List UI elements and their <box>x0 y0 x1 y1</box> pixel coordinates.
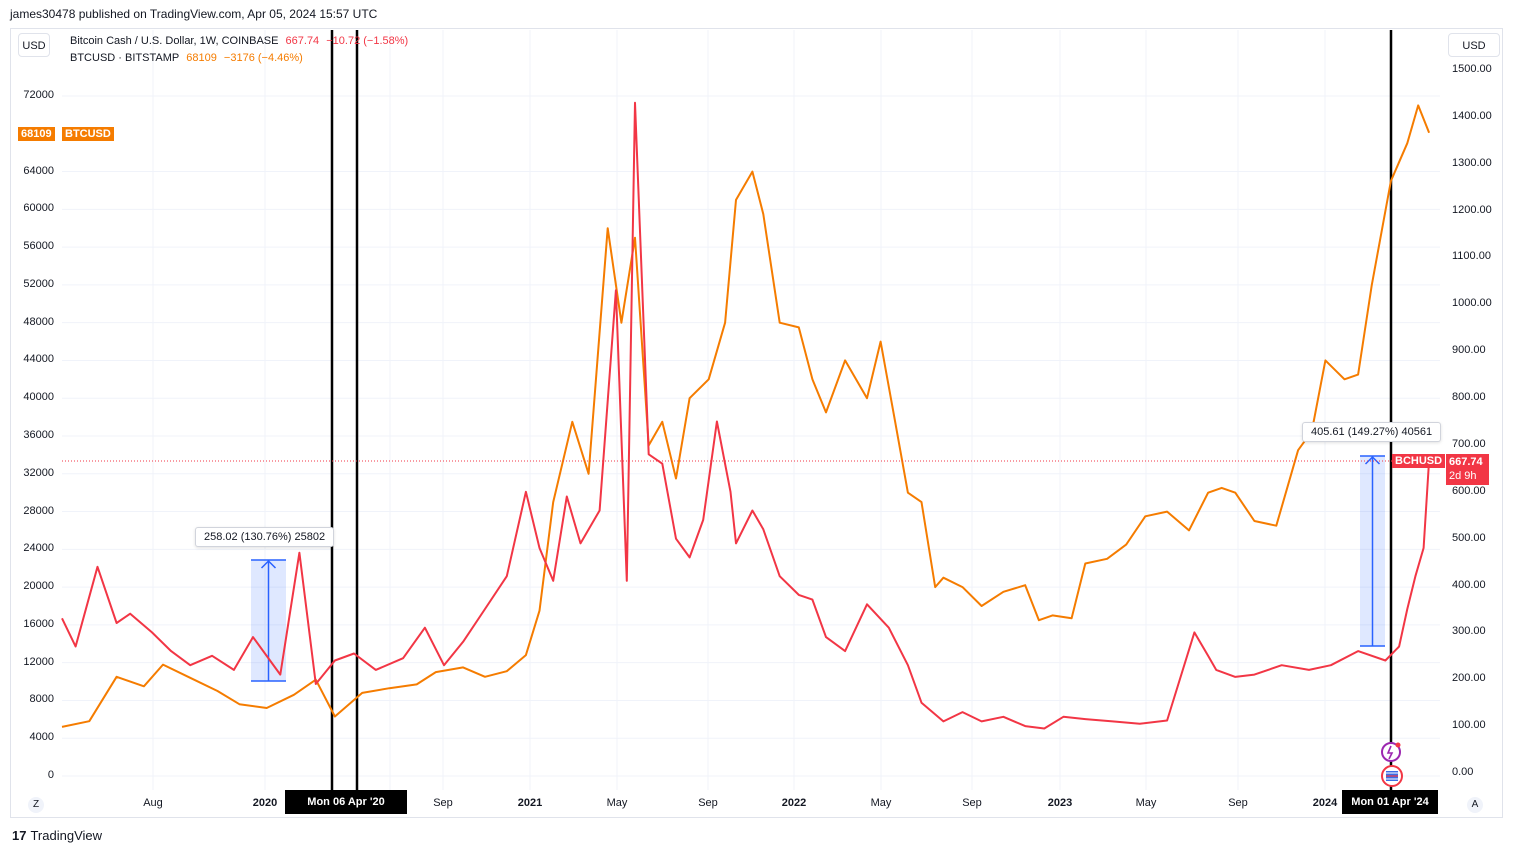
y-left-tick: 36000 <box>23 429 54 441</box>
y-left-tick: 40000 <box>23 391 54 404</box>
y-right-tick: 900.00 <box>1452 344 1486 357</box>
tv-logo-text: TradingView <box>30 828 103 843</box>
x-tick: Sep <box>433 797 453 809</box>
btc-series-line <box>61 104 1431 728</box>
y-right-tick: 100.00 <box>1452 719 1486 732</box>
bch-price-tag-value: 667.74 <box>1449 456 1483 468</box>
x-tick: 2020 <box>252 797 278 809</box>
y-right-tick: 800.00 <box>1452 391 1486 404</box>
y-right-tick: 0.00 <box>1452 766 1474 778</box>
y-left-tick: 52000 <box>23 277 54 290</box>
y-right-tick: 1300.00 <box>1452 156 1492 169</box>
y-left-tick: 20000 <box>23 580 54 593</box>
dividends-icon <box>1381 742 1401 762</box>
y-right-tick: 400.00 <box>1452 578 1486 591</box>
x-tick: Sep <box>962 797 982 809</box>
y-left-tick: 8000 <box>29 693 54 706</box>
y-left-tick: 4000 <box>29 731 54 744</box>
y-right-tick: 1400.00 <box>1452 109 1492 122</box>
measure-arrow-head <box>1364 455 1381 465</box>
y-left-tick: 60000 <box>23 202 54 215</box>
currency-right-button[interactable]: USD <box>1448 33 1500 57</box>
y-left-tick: 44000 <box>23 353 54 366</box>
y-right-tick: 500.00 <box>1452 531 1486 544</box>
legend-btc-name: BTCUSD · BITSTAMP <box>70 52 180 64</box>
x-tick: Aug <box>143 797 163 809</box>
y-left-tick: 0 <box>47 769 54 781</box>
y-left-tick: 64000 <box>23 164 54 177</box>
y-right-tick: 300.00 <box>1452 625 1486 638</box>
legend-btc[interactable]: BTCUSD · BITSTAMP 68109 −3176 (−4.46%) <box>70 52 307 64</box>
y-left-tick: 72000 <box>23 89 54 101</box>
auto-scale-button[interactable]: A <box>1467 797 1483 813</box>
y-right-tick: 1100.00 <box>1452 250 1491 263</box>
btc-symbol-tag-label: BTCUSD <box>65 128 111 140</box>
bch-symbol-tag-label: BCHUSD <box>1395 455 1443 467</box>
y-right-tick: 1500.00 <box>1452 63 1492 75</box>
x-tick: Sep <box>698 797 718 809</box>
legend-btc-price: 68109 <box>186 52 217 64</box>
chart-frame <box>10 28 1503 818</box>
bch-series-line <box>61 101 1431 730</box>
y-left-tick: 28000 <box>23 504 54 517</box>
measure-label-1[interactable]: 258.02 (130.76%) 25802 <box>195 527 335 547</box>
x-tick: 2022 <box>781 797 807 809</box>
event-icons[interactable] <box>1378 740 1408 790</box>
tradingview-logo[interactable]: 17 TradingView <box>12 828 102 843</box>
y-right-tick: 600.00 <box>1452 484 1486 497</box>
x-tick: 2024 <box>1312 797 1338 809</box>
y-left-tick: 32000 <box>23 466 54 479</box>
legend-bch-price: 667.74 <box>285 35 320 47</box>
y-right-tick: 700.00 <box>1452 437 1486 450</box>
y-left-tick: 56000 <box>23 240 54 253</box>
bch-price-tag: 667.74 2d 9h <box>1446 454 1489 485</box>
tv-logo-icon: 17 <box>12 828 27 843</box>
y-left-tick: 12000 <box>23 655 54 668</box>
measure-arrow-head <box>260 559 277 569</box>
btc-symbol-tag: BTCUSD <box>62 127 114 141</box>
btc-price-tag: 68109 <box>18 127 55 141</box>
legend-bch-name: Bitcoin Cash / U.S. Dollar, 1W, COINBASE <box>70 35 279 47</box>
currency-left-button[interactable]: USD <box>18 33 50 57</box>
y-left-tick: 16000 <box>23 617 54 630</box>
x-tick: Sep <box>1228 797 1248 809</box>
legend-bch[interactable]: Bitcoin Cash / U.S. Dollar, 1W, COINBASE… <box>70 35 412 47</box>
published-header: james30478 published on TradingView.com,… <box>10 7 378 21</box>
x-tick: May <box>606 797 628 809</box>
x-tick: May <box>1135 797 1157 809</box>
timezone-button[interactable]: Z <box>28 797 44 813</box>
btc-price-tag-value: 68109 <box>21 128 52 140</box>
y-left-tick: 24000 <box>23 542 54 555</box>
x-tick: May <box>870 797 892 809</box>
legend-btc-change: −3176 (−4.46%) <box>223 52 303 64</box>
y-right-tick: 1000.00 <box>1452 297 1492 310</box>
bch-price-tag-countdown: 2d 9h <box>1449 470 1477 482</box>
y-right-tick: 1200.00 <box>1452 203 1492 216</box>
x-tick: 2021 <box>517 797 543 809</box>
date-marker-2: Mon 01 Apr '24 <box>1342 790 1438 814</box>
bch-symbol-tag: BCHUSD <box>1392 454 1446 468</box>
y-left-tick: 48000 <box>23 315 54 328</box>
date-marker-1: Mon 06 Apr '20 <box>285 790 407 814</box>
y-right-tick: 200.00 <box>1452 672 1486 685</box>
legend-bch-change: −10.72 (−1.58%) <box>326 35 409 47</box>
x-tick: 2023 <box>1047 797 1073 809</box>
measure-label-2[interactable]: 405.61 (149.27%) 40561 <box>1302 422 1442 442</box>
